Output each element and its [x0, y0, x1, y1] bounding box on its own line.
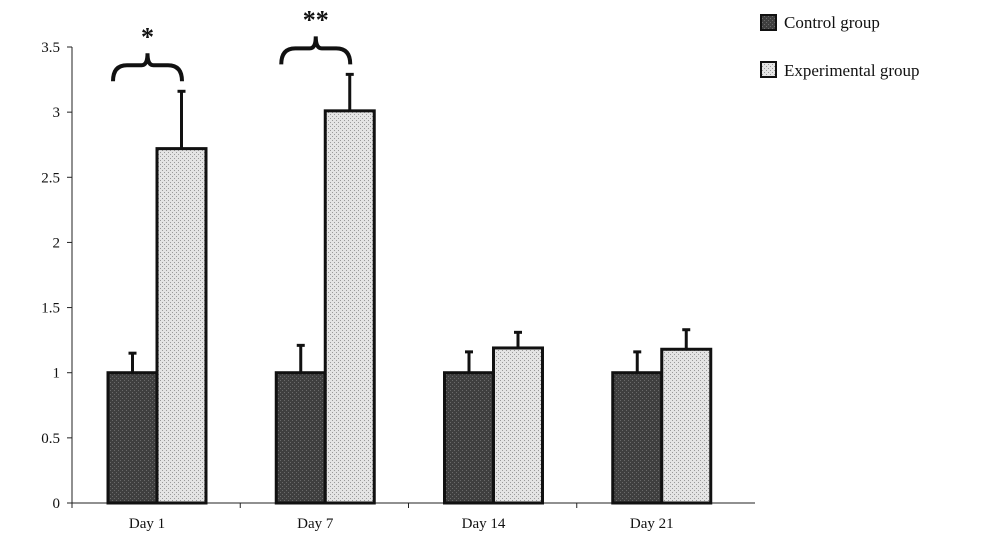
- control-bar-day-1: [106, 371, 159, 505]
- legend-label-control: Control group: [784, 13, 880, 32]
- error-bars: [128, 72, 691, 373]
- legend-item-experimental: Experimental group: [760, 61, 920, 80]
- bars: [106, 109, 713, 505]
- significance-label: *: [141, 22, 154, 51]
- y-tick-label: 2: [53, 235, 61, 251]
- control-bar-day-14: [443, 371, 495, 505]
- y-tick-label: 2.5: [41, 170, 60, 186]
- y-tick-label: 1: [53, 366, 61, 382]
- experimental-bar-day-7: [323, 109, 376, 505]
- experimental-bar-day-1: [155, 147, 208, 505]
- y-tick-label: 3: [53, 105, 61, 121]
- control-bar-day-21: [611, 371, 664, 505]
- legend-swatch-experimental: [760, 61, 777, 78]
- y-axis-ticks: 0 0.5 1 1.5 2 2.5 3 3.5: [41, 40, 72, 512]
- x-tick-label: Day 21: [630, 516, 674, 532]
- significance-brace: [111, 53, 184, 82]
- experimental-bar-day-21: [660, 347, 713, 505]
- legend-label-experimental: Experimental group: [784, 61, 920, 80]
- legend-swatch-control: [760, 14, 777, 31]
- x-tick-label: Day 1: [129, 516, 165, 532]
- legend-item-control: Control group: [760, 13, 880, 32]
- x-axis-ticks: Day 1 Day 7 Day 14 Day 21: [71, 503, 674, 532]
- y-tick-label: 1.5: [41, 301, 60, 317]
- significance-brace: [279, 36, 353, 65]
- y-tick-label: 0: [53, 496, 61, 512]
- x-tick-label: Day 14: [462, 516, 506, 532]
- control-bar-day-7: [274, 371, 327, 505]
- significance-annotations: ***: [111, 5, 353, 82]
- y-tick-label: 3.5: [41, 40, 60, 56]
- significance-label: **: [303, 5, 329, 34]
- legend: Control group Experimental group: [760, 13, 920, 80]
- y-tick-label: 0.5: [41, 431, 60, 447]
- x-tick-label: Day 7: [297, 516, 334, 532]
- experimental-bar-day-14: [492, 346, 544, 505]
